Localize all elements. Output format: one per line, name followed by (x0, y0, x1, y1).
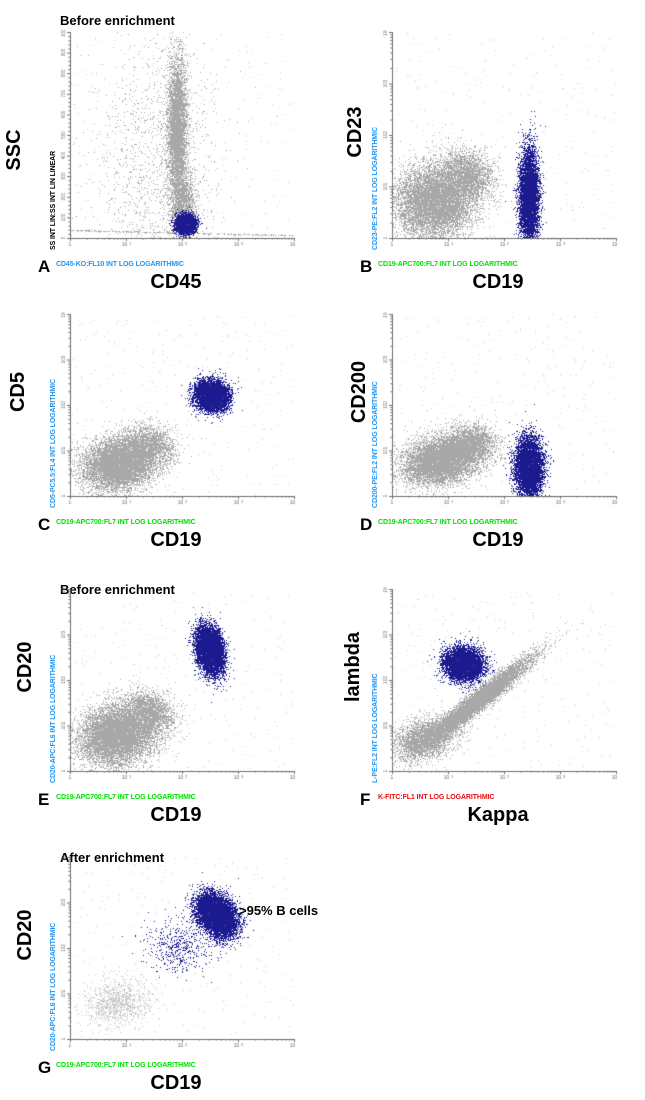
panel-a-canvas (56, 30, 296, 252)
panel-a-x-title: CD45 (150, 271, 202, 293)
panel-c-letter: C (38, 515, 51, 534)
panel-c-canvas (56, 312, 296, 510)
panel-b: CD23 CD23-PE:FL2 INT LOG LOGARITHMIC CD1… (322, 0, 645, 300)
panel-f-y-param: L-PE:FL2 INT LOG LOGARITHMIC (372, 673, 379, 783)
panel-a-y-param: SS INT LIN:SS INT LIN LINEAR (50, 150, 57, 250)
panel-g: After enrichment CD20 >95% B cells CD20-… (0, 845, 322, 1100)
panel-g-y-title: CD20 (14, 909, 36, 961)
panel-g-canvas (56, 855, 296, 1053)
panel-c-x-title: CD19 (150, 529, 202, 551)
panel-d-x-param: CD19-APC700:FL7 INT LOG LOGARITHMIC (378, 519, 518, 526)
panel-a-letter: A (38, 257, 51, 276)
panel-b-plot (378, 30, 618, 252)
panel-g-x-param: CD19-APC700:FL7 INT LOG LOGARITHMIC (56, 1062, 196, 1069)
panel-e-y-title: CD20 (14, 641, 36, 693)
panel-a-y-title: SSC (3, 129, 25, 171)
panel-a: Before enrichment SSC SS INT LIN:SS INT … (0, 0, 322, 300)
panel-f-canvas (378, 587, 618, 785)
panel-d-x-title: CD19 (472, 529, 524, 551)
panel-d-plot (378, 312, 618, 510)
panel-c-plot (56, 312, 296, 510)
panel-b-x-param: CD19-APC700:FL7 INT LOG LOGARITHMIC (378, 261, 518, 268)
panel-c: CD5 CD5-PC5.5:FL4 INT LOG LOGARITHMIC CD… (0, 300, 322, 580)
panel-e: Before enrichment CD20 CD20-APC:FL6 INT … (0, 575, 322, 855)
panel-f-plot (378, 587, 618, 785)
panel-f-x-param: K-FITC:FL1 INT LOG LOGARITHMIC (378, 794, 495, 801)
panel-b-y-title: CD23 (344, 106, 366, 158)
panel-f-y-title: lambda (342, 631, 364, 703)
panel-g-annotation: >95% B cells (239, 903, 319, 918)
panel-g-x-title: CD19 (150, 1072, 202, 1094)
panel-e-plot (56, 587, 296, 785)
panel-g-y-param: CD20-APC:FL6 INT LOG LOGARITHMIC (50, 922, 57, 1051)
panel-e-y-param: CD20-APC:FL6 INT LOG LOGARITHMIC (50, 654, 57, 783)
panel-a-plot (56, 30, 296, 252)
panel-c-y-title: CD5 (7, 372, 29, 413)
panel-b-x-title: CD19 (472, 271, 524, 293)
panel-c-x-param: CD19-APC700:FL7 INT LOG LOGARITHMIC (56, 519, 196, 526)
panel-d-letter: D (360, 515, 373, 534)
panel-a-x-param: CD45-KO:FL10 INT LOG LOGARITHMIC (56, 261, 184, 268)
panel-e-x-param: CD19-APC700:FL7 INT LOG LOGARITHMIC (56, 794, 196, 801)
panel-e-x-title: CD19 (150, 804, 202, 826)
panel-a-note: Before enrichment (60, 13, 175, 28)
panel-e-canvas (56, 587, 296, 785)
panel-b-y-param: CD23-PE:FL2 INT LOG LOGARITHMIC (372, 127, 379, 250)
panel-d: CD200 CD200-PE:FL2 INT LOG LOGARITHMIC C… (322, 300, 645, 580)
panel-e-letter: E (38, 790, 50, 809)
panel-d-canvas (378, 312, 618, 510)
panel-d-y-title: CD200 (348, 360, 370, 424)
panel-g-plot (56, 855, 296, 1053)
panel-b-letter: B (360, 257, 373, 276)
panel-d-y-param: CD200-PE:FL2 INT LOG LOGARITHMIC (372, 381, 379, 508)
panel-g-letter: G (38, 1058, 52, 1077)
panel-f-x-title: Kappa (467, 804, 529, 826)
panel-f: lambda L-PE:FL2 INT LOG LOGARITHMIC K-FI… (322, 575, 645, 855)
panel-f-letter: F (360, 790, 371, 809)
panel-c-y-param: CD5-PC5.5:FL4 INT LOG LOGARITHMIC (50, 379, 57, 508)
panel-b-canvas (378, 30, 618, 252)
